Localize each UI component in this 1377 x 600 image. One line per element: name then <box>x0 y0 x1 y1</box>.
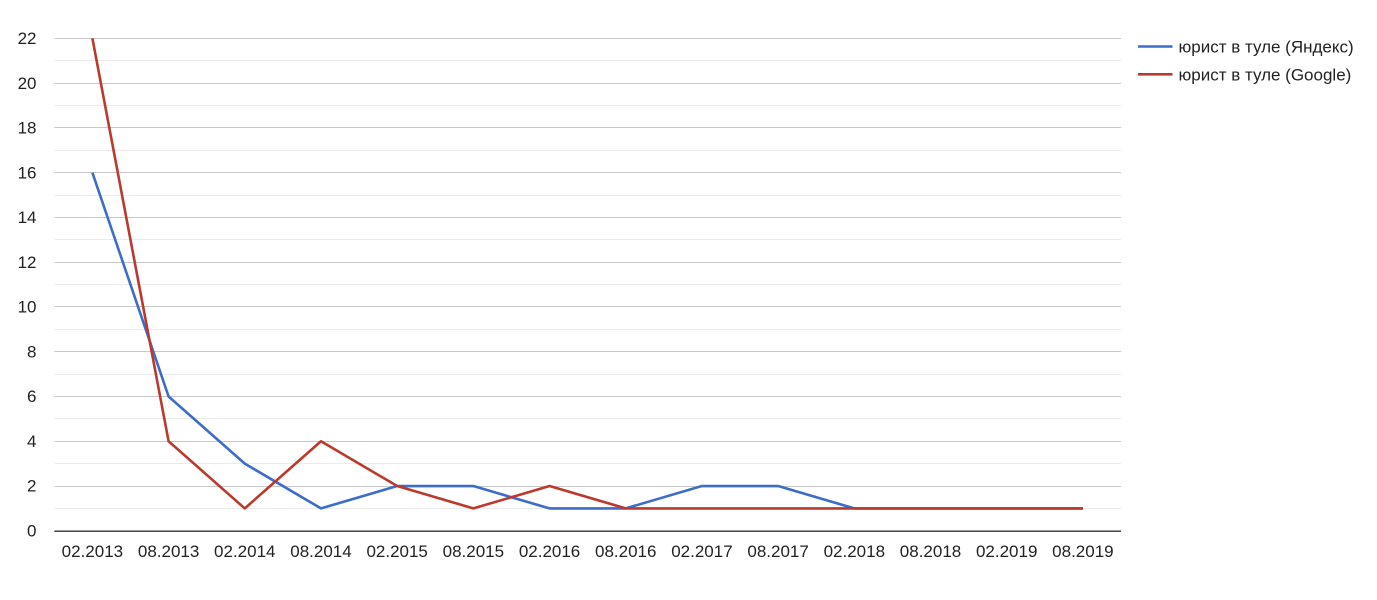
svg-text:08.2019: 08.2019 <box>1052 542 1113 561</box>
svg-text:02.2016: 02.2016 <box>519 542 580 561</box>
svg-text:14: 14 <box>18 208 37 227</box>
svg-text:02.2019: 02.2019 <box>976 542 1037 561</box>
svg-text:08.2018: 08.2018 <box>900 542 961 561</box>
svg-text:20: 20 <box>18 74 37 93</box>
svg-text:02.2018: 02.2018 <box>824 542 885 561</box>
svg-text:18: 18 <box>18 119 37 138</box>
svg-text:08.2016: 08.2016 <box>595 542 656 561</box>
svg-text:16: 16 <box>18 163 37 182</box>
svg-text:02.2015: 02.2015 <box>366 542 427 561</box>
svg-text:08.2013: 08.2013 <box>138 542 199 561</box>
svg-text:2: 2 <box>27 477 36 496</box>
svg-text:10: 10 <box>18 298 37 317</box>
svg-text:юрист в туле (Google): юрист в туле (Google) <box>1179 65 1352 84</box>
svg-text:8: 8 <box>27 342 36 361</box>
svg-text:08.2017: 08.2017 <box>747 542 808 561</box>
svg-text:0: 0 <box>27 522 36 541</box>
svg-text:12: 12 <box>18 253 37 272</box>
svg-text:юрист в туле (Яндекс): юрист в туле (Яндекс) <box>1179 38 1354 57</box>
svg-text:02.2013: 02.2013 <box>62 542 123 561</box>
svg-text:6: 6 <box>27 387 36 406</box>
svg-text:08.2015: 08.2015 <box>443 542 504 561</box>
svg-text:08.2014: 08.2014 <box>290 542 351 561</box>
svg-text:22: 22 <box>18 29 37 48</box>
svg-text:4: 4 <box>27 432 36 451</box>
svg-text:02.2017: 02.2017 <box>671 542 732 561</box>
svg-text:02.2014: 02.2014 <box>214 542 275 561</box>
